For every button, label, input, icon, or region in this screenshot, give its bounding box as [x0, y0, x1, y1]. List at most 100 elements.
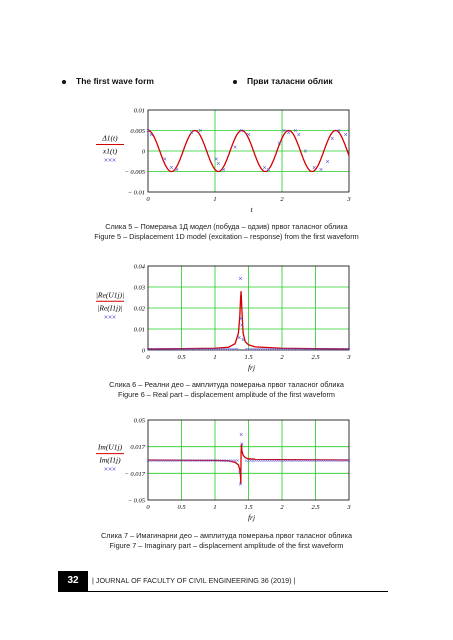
y-axis-label-bottom: x1(t)	[102, 146, 118, 155]
y-tick-label: 0.02	[134, 306, 146, 313]
x-tick-label: 1.5	[244, 504, 253, 511]
data-marker: ×	[240, 442, 244, 449]
data-marker: ×	[287, 130, 291, 137]
bullet-left-text: The first wave form	[76, 76, 154, 86]
y-tick-label: 0.01	[134, 327, 145, 334]
x-tick-label: 1	[213, 504, 216, 511]
y-tick-label: 0	[142, 149, 146, 156]
y-tick-label: 0.05	[134, 418, 146, 425]
x-tick-label: 2	[280, 196, 284, 203]
x-tick-label: 0.5	[177, 354, 186, 361]
x-tick-label: 0	[146, 354, 150, 361]
y-tick-label: − 0.005	[124, 169, 145, 176]
figure7-chart: 0 0.5 1 1.5 2 2.5 3 0.05 0.017− 0.017− 0.05 × × × × ×…	[0, 412, 453, 527]
x-tick-label: 1	[213, 196, 216, 203]
x-tick-label: 2.5	[311, 354, 320, 361]
data-marker: ×	[330, 136, 334, 143]
data-marker: ×	[236, 459, 239, 465]
y-axis-label-top: Im(U1j)	[97, 443, 123, 452]
data-marker: ×	[149, 132, 153, 139]
x-tick-label: 0	[146, 504, 150, 511]
figure5-caption-sr: Слика 5 – Померања 1Д модел (побуда – од…	[0, 222, 453, 232]
data-marker: ×	[337, 128, 341, 135]
data-marker: ×	[236, 347, 239, 353]
figure6-caption-en: Figure 6 – Real part – displacement ampl…	[0, 390, 453, 400]
y-tick-label: − 0.05	[128, 498, 146, 505]
x-tick-label: 1.5	[244, 354, 253, 361]
y-axis-legend-markers: ×××	[104, 314, 116, 321]
data-marker: ×	[198, 128, 202, 135]
y-tick-label: 0.03	[134, 285, 146, 292]
data-marker: ×	[169, 165, 173, 172]
data-marker: ×	[277, 140, 281, 147]
x-tick-label: 0.5	[177, 504, 186, 511]
figure7-caption: Слика 7 – Имагинарни део – амплитуда пом…	[0, 531, 453, 550]
figure6-caption-sr: Слика 6 – Реални део – амплитуда померањ…	[0, 380, 453, 390]
y-axis-legend-markers: ×××	[104, 157, 116, 164]
data-marker: ×	[240, 322, 244, 329]
y-tick-label: 0	[142, 348, 146, 355]
data-marker: ×	[246, 132, 250, 139]
figure5-caption-en: Figure 5 – Displacement 1D model (excita…	[0, 232, 453, 242]
section-bullet-right: Први таласни облик	[233, 76, 333, 86]
data-marker: ×	[239, 128, 243, 135]
x-axis-label: frj	[248, 513, 255, 522]
page-number: 32	[58, 571, 88, 591]
x-tick-label: 2	[280, 354, 284, 361]
x-tick-label: 3	[346, 196, 351, 203]
x-tick-label: 3	[346, 354, 351, 361]
figure7-caption-sr: Слика 7 – Имагинарни део – амплитуда пом…	[0, 531, 453, 541]
data-marker: ×	[233, 144, 237, 151]
data-marker: ×	[282, 128, 286, 135]
data-marker: ×	[319, 167, 323, 174]
data-marker: ×	[163, 157, 167, 164]
data-marker: ×	[347, 347, 350, 353]
data-marker: ×	[238, 276, 242, 283]
data-marker: ×	[297, 132, 301, 139]
data-marker: ×	[239, 432, 243, 439]
data-marker: ×	[190, 130, 194, 137]
y-tick-label: 0.005	[130, 128, 145, 135]
figure7-caption-en: Figure 7 – Imaginary part – displacement…	[0, 541, 453, 551]
figure6-caption: Слика 6 – Реални део – амплитуда померањ…	[0, 380, 453, 399]
y-tick-label: 0.017	[130, 444, 145, 451]
y-tick-label: 0.04	[134, 264, 146, 271]
data-marker: ×	[303, 149, 307, 156]
data-marker: ×	[241, 337, 245, 344]
figure6-chart: 0 0.5 1 1.5 2 2.5 3 0.04 0.03 0.02 0.01 0 × × × × × × × × × ×…	[0, 258, 453, 378]
y-axis-label-top: |Re(U1j)|	[96, 290, 124, 299]
data-marker: ×	[312, 165, 316, 172]
data-marker: ×	[267, 167, 271, 174]
x-tick-label: 3	[346, 504, 351, 511]
data-marker: ×	[238, 482, 242, 489]
y-axis-label-top: Δ1(t)	[101, 133, 118, 142]
data-marker: ×	[344, 132, 348, 139]
x-tick-label: 2	[280, 504, 284, 511]
y-axis-label-bottom: Im(I1j)	[98, 456, 121, 465]
x-tick-label: 2.5	[311, 504, 320, 511]
x-tick-label: 0	[146, 196, 150, 203]
y-tick-label: − 0.01	[128, 190, 145, 197]
bullet-icon	[62, 80, 66, 84]
data-marker: ×	[238, 470, 242, 477]
x-axis-label: frj	[248, 363, 255, 372]
journal-name: | JOURNAL OF FACULTY OF CIVIL ENGINEERIN…	[92, 571, 295, 591]
y-tick-label: − 0.017	[124, 471, 145, 478]
page-footer: 32 | JOURNAL OF FACULTY OF CIVIL ENGINEE…	[58, 571, 388, 591]
data-marker: ×	[326, 159, 330, 166]
data-marker: ×	[175, 167, 179, 174]
section-bullet-left: The first wave form	[62, 76, 154, 86]
data-marker: ×	[347, 459, 350, 465]
data-marker: ×	[216, 161, 220, 168]
data-marker: ×	[222, 167, 226, 174]
y-tick-label: 0.01	[134, 108, 145, 115]
y-axis-legend-markers: ×××	[104, 467, 116, 474]
figure7-svg: 0 0.5 1 1.5 2 2.5 30.050.017− 0.017− 0.05×××××…	[0, 412, 453, 527]
figure5-chart: 0 1 2 3 0.01 0.005 0− 0.005− 0.01 × × × × × × × × × × × × ×…	[0, 100, 453, 220]
bullet-right-text: Први таласни облик	[247, 76, 333, 86]
x-tick-label: 1	[213, 354, 216, 361]
figure5-caption: Слика 5 – Померања 1Д модел (побуда – од…	[0, 222, 453, 241]
figure6-svg: 0 0.5 1 1.5 2 2.5 30.040.030.020.010×××× ×× × × × ×…	[0, 258, 453, 378]
y-axis-label-bottom: |Re(I1j)|	[97, 303, 122, 312]
